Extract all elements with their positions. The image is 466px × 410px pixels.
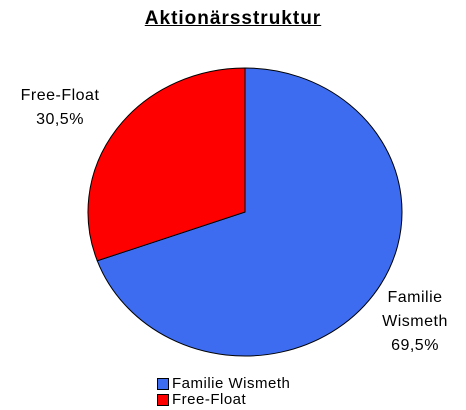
legend-label: Familie Wismeth <box>172 375 291 392</box>
slice-value-label: 69,5% <box>391 337 439 354</box>
chart-title: Aktionärsstruktur <box>144 8 322 29</box>
slice-label: Free-Float <box>20 87 100 104</box>
legend-swatch <box>157 378 169 390</box>
pie-slice <box>87 67 246 262</box>
pie-slice <box>96 67 403 357</box>
legend-swatch <box>157 394 169 406</box>
slice-label: Familie Wismeth <box>382 289 448 330</box>
legend-label: Free-Float <box>172 391 247 408</box>
slice-value-label: 30,5% <box>36 111 84 128</box>
